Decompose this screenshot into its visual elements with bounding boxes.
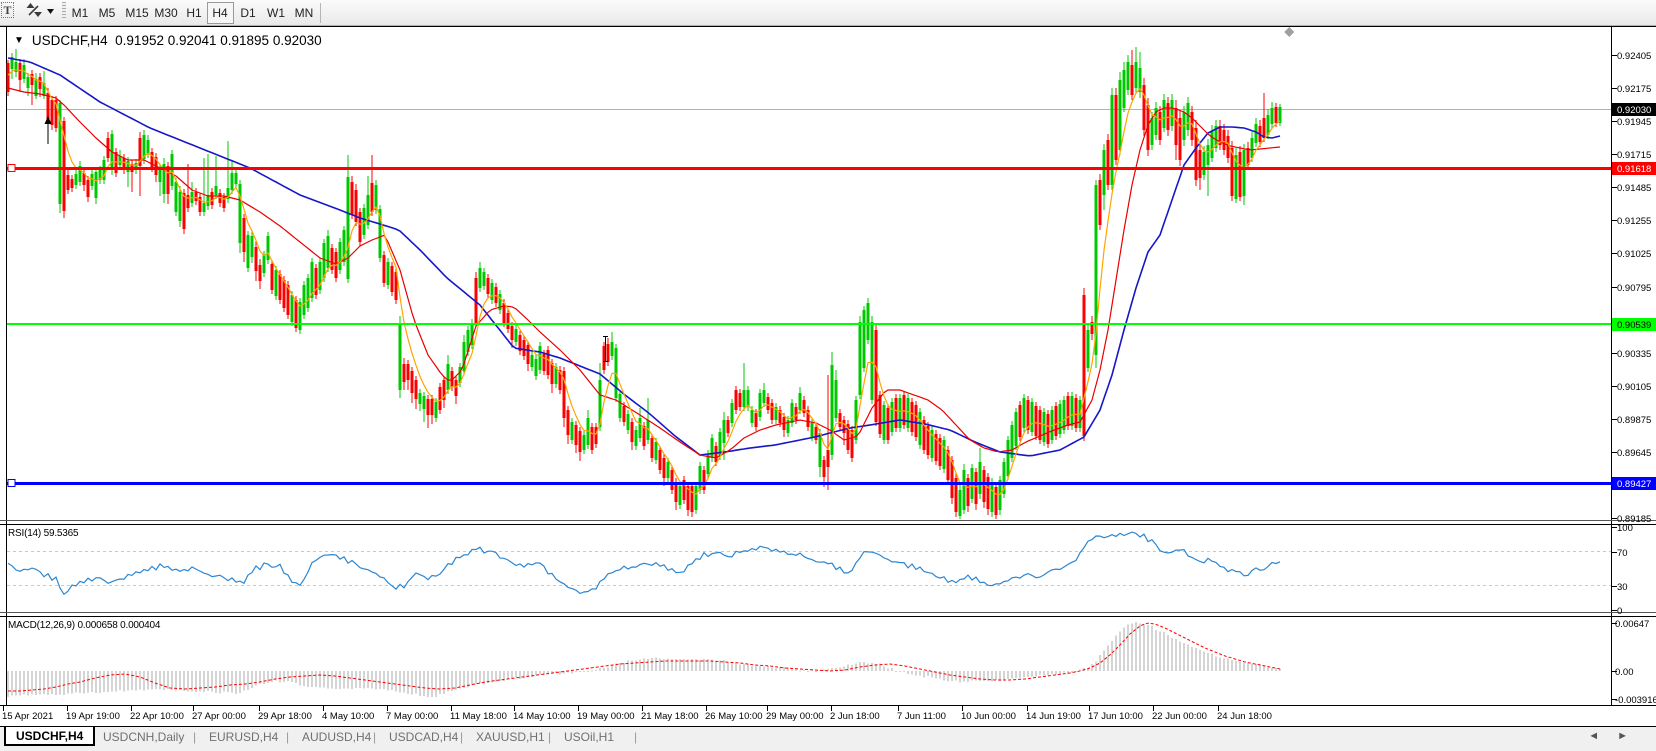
- svg-text:-0.003916: -0.003916: [1615, 695, 1656, 706]
- svg-text:0.92175: 0.92175: [1617, 84, 1651, 95]
- svg-text:0.89427: 0.89427: [1617, 479, 1651, 490]
- svg-text:22 Jun 00:00: 22 Jun 00:00: [1152, 711, 1207, 722]
- svg-text:19 Apr 19:00: 19 Apr 19:00: [66, 711, 120, 722]
- svg-text:100: 100: [1617, 523, 1633, 534]
- svg-text:0.90795: 0.90795: [1617, 283, 1651, 294]
- svg-text:0.91945: 0.91945: [1617, 117, 1651, 128]
- svg-text:0.89875: 0.89875: [1617, 415, 1651, 426]
- svg-text:29 Apr 18:00: 29 Apr 18:00: [258, 711, 312, 722]
- svg-text:4 May 10:00: 4 May 10:00: [322, 711, 374, 722]
- svg-text:14 May 10:00: 14 May 10:00: [513, 711, 571, 722]
- svg-text:0.89645: 0.89645: [1617, 448, 1651, 459]
- svg-text:22 Apr 10:00: 22 Apr 10:00: [130, 711, 184, 722]
- svg-text:0.00647: 0.00647: [1615, 619, 1649, 630]
- svg-text:27 Apr 00:00: 27 Apr 00:00: [192, 711, 246, 722]
- svg-text:0.90105: 0.90105: [1617, 382, 1651, 393]
- svg-text:19 May 00:00: 19 May 00:00: [577, 711, 635, 722]
- svg-text:11 May 18:00: 11 May 18:00: [450, 711, 507, 722]
- svg-text:7 Jun 11:00: 7 Jun 11:00: [897, 711, 946, 722]
- svg-text:14 Jun 19:00: 14 Jun 19:00: [1026, 711, 1081, 722]
- svg-text:0.91715: 0.91715: [1617, 150, 1651, 161]
- svg-text:21 May 18:00: 21 May 18:00: [641, 711, 699, 722]
- svg-text:0.92405: 0.92405: [1617, 51, 1651, 62]
- svg-text:7 May 00:00: 7 May 00:00: [386, 711, 438, 722]
- svg-text:0.91485: 0.91485: [1617, 183, 1651, 194]
- svg-text:29 May 00:00: 29 May 00:00: [766, 711, 824, 722]
- svg-text:24 Jun 18:00: 24 Jun 18:00: [1217, 711, 1272, 722]
- svg-text:0.91025: 0.91025: [1617, 249, 1651, 260]
- svg-text:26 May 10:00: 26 May 10:00: [705, 711, 763, 722]
- svg-text:17 Jun 10:00: 17 Jun 10:00: [1088, 711, 1143, 722]
- svg-text:0.91618: 0.91618: [1617, 164, 1651, 175]
- svg-text:70: 70: [1617, 548, 1628, 559]
- svg-text:0.92030: 0.92030: [1617, 105, 1651, 116]
- svg-text:0.00: 0.00: [1615, 667, 1634, 678]
- svg-text:30: 30: [1617, 582, 1628, 593]
- svg-text:0.89185: 0.89185: [1617, 514, 1651, 525]
- svg-text:10 Jun 00:00: 10 Jun 00:00: [961, 711, 1016, 722]
- svg-text:2 Jun 18:00: 2 Jun 18:00: [830, 711, 880, 722]
- svg-text:0.91255: 0.91255: [1617, 216, 1651, 227]
- svg-text:0.90539: 0.90539: [1617, 320, 1651, 331]
- svg-text:15 Apr 2021: 15 Apr 2021: [2, 711, 53, 722]
- svg-text:0.90335: 0.90335: [1617, 349, 1651, 360]
- svg-text:0: 0: [1617, 606, 1622, 617]
